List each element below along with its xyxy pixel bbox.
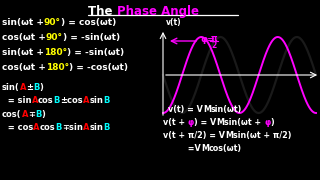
Text: 2: 2	[212, 41, 217, 50]
Text: φ: φ	[188, 118, 194, 127]
Text: v(t) = V: v(t) = V	[168, 105, 203, 114]
Text: = sin: = sin	[2, 96, 31, 105]
Text: φ=: φ=	[200, 35, 215, 44]
Text: sin(ωt): sin(ωt)	[211, 105, 242, 114]
Text: ) = -sin(ωt): ) = -sin(ωt)	[67, 48, 124, 57]
Text: ∓sin: ∓sin	[62, 123, 83, 132]
Text: ±cos: ±cos	[60, 96, 83, 105]
Text: A: A	[20, 83, 26, 92]
Text: ±: ±	[26, 83, 33, 92]
Text: A: A	[31, 96, 38, 105]
Text: sin(ωt +: sin(ωt +	[2, 48, 44, 57]
Text: A: A	[33, 123, 40, 132]
Text: B: B	[103, 123, 109, 132]
Text: = cos: = cos	[2, 123, 33, 132]
Text: B: B	[35, 110, 41, 119]
Text: cos(ωt +: cos(ωt +	[2, 33, 46, 42]
Text: 180°: 180°	[46, 63, 69, 72]
Text: A: A	[83, 123, 89, 132]
Text: M: M	[225, 131, 233, 140]
Text: φ: φ	[264, 118, 270, 127]
Text: B: B	[55, 123, 62, 132]
Text: M: M	[201, 144, 209, 153]
Text: sin(ωt + π/2): sin(ωt + π/2)	[233, 131, 292, 140]
Text: B: B	[33, 83, 40, 92]
Text: ): )	[41, 110, 45, 119]
Text: π: π	[211, 34, 217, 43]
Text: 90°: 90°	[44, 18, 61, 27]
Text: ): )	[270, 118, 274, 127]
Text: sin(ωt +: sin(ωt +	[224, 118, 264, 127]
Text: The: The	[88, 5, 116, 18]
Text: sin: sin	[89, 123, 103, 132]
Text: B: B	[103, 96, 109, 105]
Text: sin: sin	[89, 96, 103, 105]
Text: M: M	[216, 118, 224, 127]
Text: sin(: sin(	[2, 83, 20, 92]
Text: sin(ωt +: sin(ωt +	[2, 18, 44, 27]
Text: ) = cos(ωt): ) = cos(ωt)	[61, 18, 116, 27]
Text: cos: cos	[38, 96, 54, 105]
Text: 90°: 90°	[46, 33, 63, 42]
Text: v(t + π/2) = V: v(t + π/2) = V	[163, 131, 225, 140]
Text: B: B	[54, 96, 60, 105]
Text: cos(ωt): cos(ωt)	[209, 144, 242, 153]
Text: ) = -sin(ωt): ) = -sin(ωt)	[63, 33, 120, 42]
Text: 180°: 180°	[44, 48, 67, 57]
Text: ) = V: ) = V	[194, 118, 216, 127]
Text: v(t +: v(t +	[163, 118, 188, 127]
Text: =V: =V	[163, 144, 201, 153]
Text: M: M	[203, 105, 211, 114]
Text: v(t): v(t)	[166, 18, 182, 27]
Text: A: A	[83, 96, 89, 105]
Text: cos(ωt +: cos(ωt +	[2, 63, 46, 72]
Text: cos: cos	[40, 123, 55, 132]
Text: ∓: ∓	[28, 110, 35, 119]
Text: ) = -cos(ωt): ) = -cos(ωt)	[69, 63, 128, 72]
Text: ): )	[40, 83, 44, 92]
Text: Phase Angle: Phase Angle	[116, 5, 199, 18]
Text: cos(: cos(	[2, 110, 21, 119]
Text: A: A	[21, 110, 28, 119]
